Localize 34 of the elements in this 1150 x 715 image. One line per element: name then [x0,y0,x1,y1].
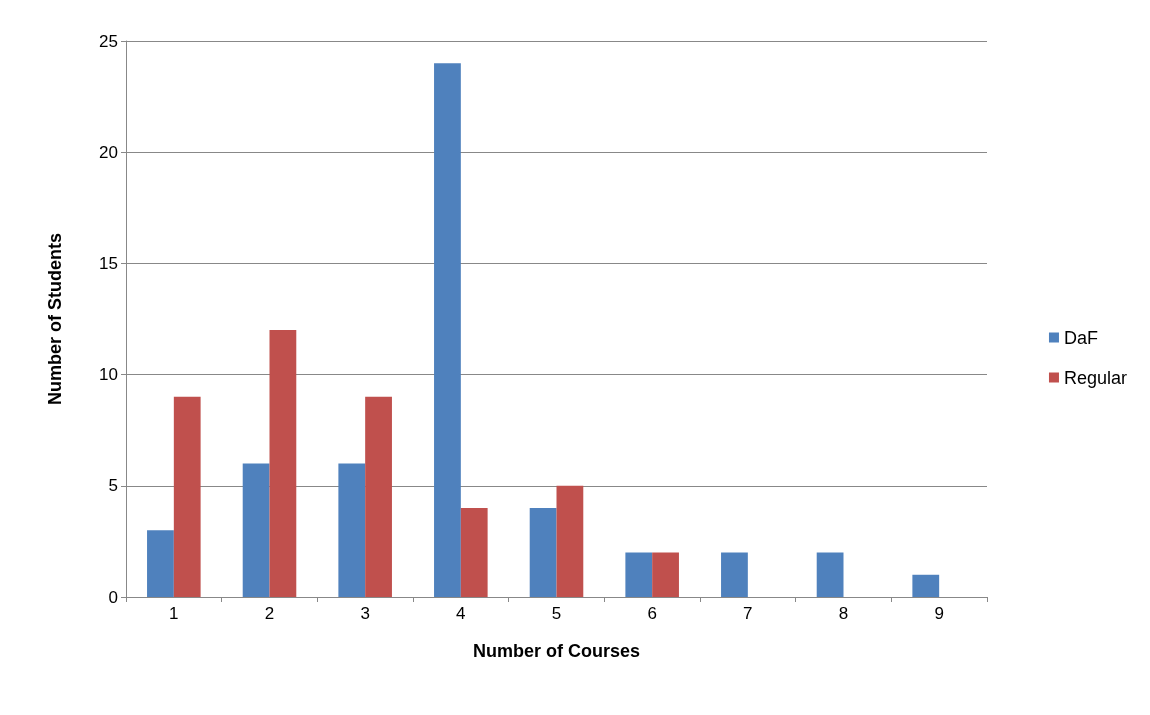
bar [556,485,584,597]
bar [912,574,940,597]
x-tick-label: 4 [456,604,466,623]
bar [816,552,844,597]
legend-label: Regular [1063,367,1128,388]
x-tick-label: 3 [360,604,370,623]
x-tick-label: 6 [647,604,657,623]
y-tick-label: 10 [99,365,118,385]
bar [652,552,679,597]
y-tick-label: 20 [99,142,118,162]
y-tick-label: 0 [108,587,118,607]
bar [338,463,366,597]
x-tick-label: 5 [551,604,562,623]
bar [721,552,748,597]
x-axis-title: Number of Courses [472,641,641,661]
y-tick-label: 25 [99,31,118,51]
bar [460,508,488,597]
bar [173,396,201,597]
y-tick-label: 5 [108,476,118,496]
x-tick-label: 9 [934,604,944,623]
x-tick-label: 1 [169,604,179,623]
x-tick-label: 2 [264,604,275,623]
bar [242,463,270,597]
y-tick-label: 15 [99,253,118,273]
bar [269,330,297,597]
bar [625,552,653,597]
bar [529,508,557,597]
bar [434,63,461,597]
y-axis-title: Number of Students [45,232,65,406]
x-tick-label: 8 [838,604,849,623]
bar [365,396,392,597]
bar [147,530,174,597]
x-tick-label: 7 [743,604,753,623]
legend-label: DaF [1063,327,1098,348]
